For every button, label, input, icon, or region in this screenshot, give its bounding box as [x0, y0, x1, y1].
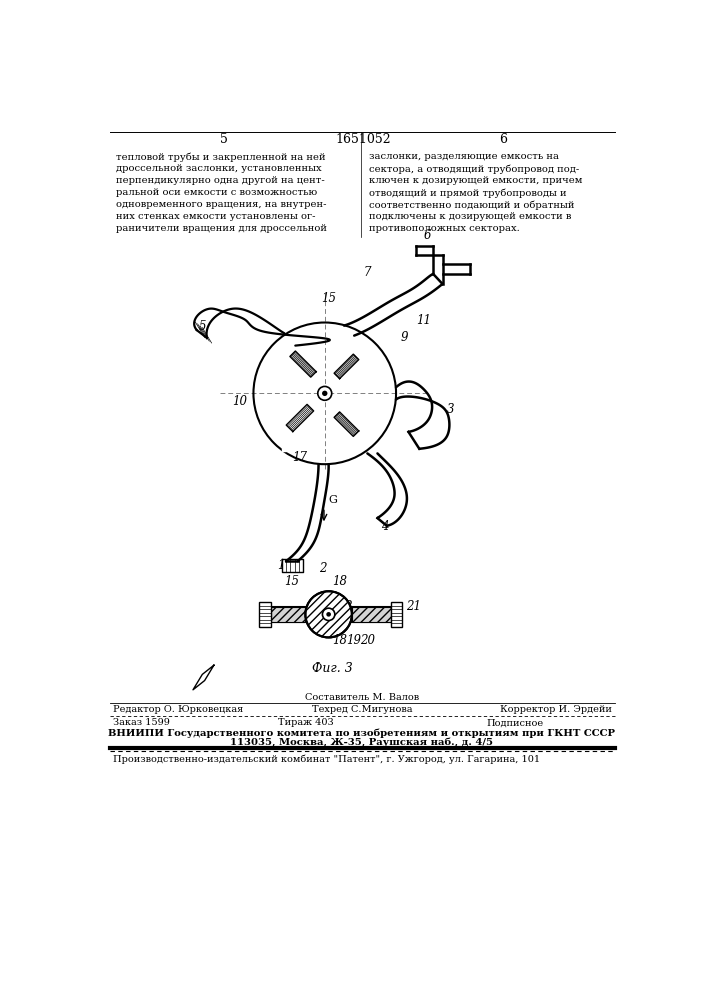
Text: 1651052: 1651052	[336, 133, 391, 146]
Text: 7: 7	[363, 266, 371, 279]
Text: заслонки, разделяющие емкость на: заслонки, разделяющие емкость на	[369, 152, 559, 161]
Text: 6: 6	[424, 229, 431, 242]
Polygon shape	[193, 665, 214, 690]
Text: 5: 5	[199, 320, 206, 333]
Text: G: G	[329, 495, 337, 505]
Circle shape	[322, 391, 327, 396]
Text: 2: 2	[319, 562, 326, 575]
Text: 5: 5	[220, 133, 228, 146]
Text: Тираж 403: Тираж 403	[278, 718, 333, 727]
Text: Заказ 1599: Заказ 1599	[113, 718, 170, 727]
Text: Фиг. 2: Фиг. 2	[312, 600, 353, 613]
Text: Подписное: Подписное	[486, 718, 543, 727]
Text: 3: 3	[448, 403, 455, 416]
Text: отводящий и прямой трубопроводы и: отводящий и прямой трубопроводы и	[369, 188, 566, 198]
Text: Составитель М. Валов: Составитель М. Валов	[305, 693, 419, 702]
Circle shape	[305, 591, 352, 637]
Text: 1: 1	[276, 559, 284, 572]
Circle shape	[327, 612, 331, 617]
Text: ключен к дозирующей емкости, причем: ключен к дозирующей емкости, причем	[369, 176, 583, 185]
Text: противоположных секторах.: противоположных секторах.	[369, 224, 520, 233]
Text: 19: 19	[346, 634, 361, 647]
Polygon shape	[334, 412, 358, 436]
Text: Техред С.Мигунова: Техред С.Мигунова	[312, 705, 412, 714]
Polygon shape	[391, 602, 402, 627]
Text: 9: 9	[401, 331, 408, 344]
Text: дроссельной заслонки, установленных: дроссельной заслонки, установленных	[115, 164, 321, 173]
Text: Производственно-издательский комбинат "Патент", г. Ужгород, ул. Гагарина, 101: Производственно-издательский комбинат "П…	[113, 754, 540, 764]
Text: них стенках емкости установлены ог-: них стенках емкости установлены ог-	[115, 212, 315, 221]
Text: 17: 17	[292, 451, 308, 464]
Polygon shape	[352, 607, 391, 622]
Text: одновременного вращения, на внутрен-: одновременного вращения, на внутрен-	[115, 200, 326, 209]
Circle shape	[322, 608, 335, 620]
Text: 11: 11	[416, 314, 431, 327]
Text: Корректор И. Эрдейи: Корректор И. Эрдейи	[500, 705, 612, 714]
Text: раничители вращения для дроссельной: раничители вращения для дроссельной	[115, 224, 327, 233]
Text: 15: 15	[321, 292, 336, 305]
Text: 4: 4	[380, 520, 388, 533]
Text: 18: 18	[332, 575, 348, 588]
Text: подключены к дозирующей емкости в: подключены к дозирующей емкости в	[369, 212, 571, 221]
Polygon shape	[282, 438, 303, 451]
Text: 20: 20	[360, 634, 375, 647]
Circle shape	[317, 386, 332, 400]
Text: 15: 15	[284, 575, 298, 588]
Text: 6: 6	[499, 133, 507, 146]
Polygon shape	[259, 602, 271, 627]
Text: тепловой трубы и закрепленной на ней: тепловой трубы и закрепленной на ней	[115, 152, 325, 162]
Polygon shape	[271, 607, 305, 622]
Polygon shape	[286, 404, 314, 432]
Text: ВНИИПИ Государственного комитета по изобретениям и открытиям при ГКНТ СССР: ВНИИПИ Государственного комитета по изоб…	[108, 728, 616, 738]
Text: 113035, Москва, Ж-35, Раушская наб., д. 4/5: 113035, Москва, Ж-35, Раушская наб., д. …	[230, 738, 493, 747]
Text: 10: 10	[232, 395, 247, 408]
Text: перпендикулярно одна другой на цент-: перпендикулярно одна другой на цент-	[115, 176, 325, 185]
Text: Редактор О. Юрковецкая: Редактор О. Юрковецкая	[113, 705, 243, 714]
Text: 18: 18	[332, 634, 348, 647]
Text: соответственно подающий и обратный: соответственно подающий и обратный	[369, 200, 574, 210]
Text: ральной оси емкости с возможностью: ральной оси емкости с возможностью	[115, 188, 317, 197]
Text: сектора, а отводящий трубопровод под-: сектора, а отводящий трубопровод под-	[369, 164, 579, 174]
Polygon shape	[334, 354, 358, 379]
Text: 21: 21	[406, 600, 421, 613]
Text: Фиг. 3: Фиг. 3	[312, 662, 353, 675]
Polygon shape	[290, 351, 316, 377]
